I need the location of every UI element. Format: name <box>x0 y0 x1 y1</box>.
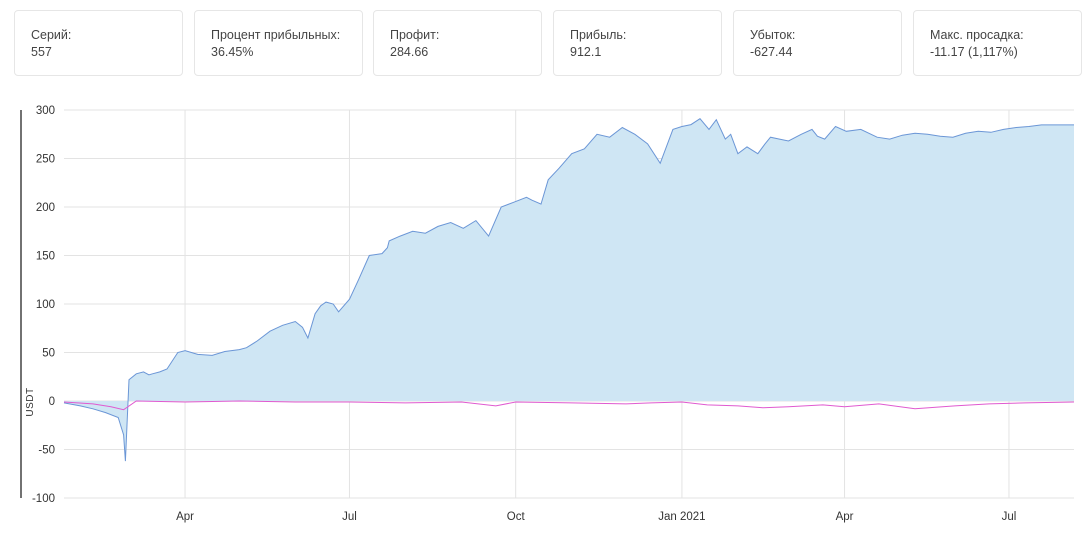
y-tick-label: 250 <box>36 154 55 166</box>
stat-card-win-rate: Процент прибыльных: 36.45% <box>194 10 363 76</box>
stat-label: Прибыль: <box>570 28 627 42</box>
equity-chart: -100 -50 0 50 100 150 200 250 300 Apr Jul Oct Jan 20… <box>20 105 1075 523</box>
y-tick-label: -50 <box>38 445 55 457</box>
y-tick-label: 100 <box>36 299 55 311</box>
stat-label: Профит: <box>390 28 440 42</box>
equity-line <box>63 118 1074 462</box>
stat-label: Процент прибыльных: <box>211 28 341 42</box>
y-tick-label: 150 <box>36 251 55 263</box>
stat-label: Макс. просадка: <box>930 28 1024 42</box>
stat-card-gain: Прибыль: 912.1 <box>553 10 722 76</box>
x-tick-label: Jan 2021 <box>658 511 705 523</box>
x-tick-label: Apr <box>836 511 854 523</box>
stat-card-loss: Убыток: -627.44 <box>733 10 902 76</box>
y-tick-label: 200 <box>36 202 55 214</box>
stat-label: Убыток: <box>750 28 796 42</box>
stat-value: 557 <box>31 45 52 59</box>
stat-value: 36.45% <box>211 45 254 59</box>
y-axis-label: USDT <box>25 387 36 416</box>
stat-value: -11.17 (1,117%) <box>930 45 1018 59</box>
x-tick-label: Oct <box>507 511 526 523</box>
y-tick-label: 50 <box>42 348 55 360</box>
x-tick-label: Jul <box>1002 511 1017 523</box>
chart-series-layer <box>63 118 1075 462</box>
x-tick-label: Apr <box>176 511 194 523</box>
stat-value: -627.44 <box>750 45 793 59</box>
y-tick-label: 300 <box>36 105 55 117</box>
y-tick-label: 0 <box>49 396 55 408</box>
stat-card-series: Серий: 557 <box>14 10 183 76</box>
stat-label: Серий: <box>31 28 72 42</box>
stat-card-profit: Профит: 284.66 <box>373 10 542 76</box>
stats-panel: Серий: 557 Процент прибыльных: 36.45% Пр… <box>14 10 1082 78</box>
trade-result-line <box>63 400 1075 411</box>
x-tick-label: Jul <box>342 511 357 523</box>
equity-area-fill <box>64 118 1074 462</box>
y-tick-label: -100 <box>32 493 55 505</box>
stat-card-max-drawdown: Макс. просадка: -11.17 (1,117%) <box>913 10 1082 76</box>
stat-value: 912.1 <box>570 45 602 59</box>
stat-value: 284.66 <box>390 45 429 59</box>
chart-axes: -100 -50 0 50 100 150 200 250 300 Apr Jul Oct Jan 20… <box>20 105 1017 523</box>
